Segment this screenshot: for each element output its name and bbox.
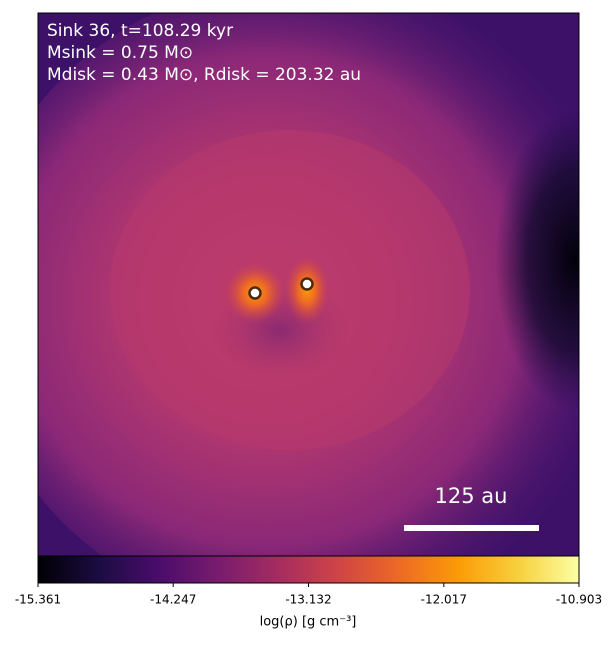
colorbar	[37, 555, 580, 584]
x-tick-label: -13.132	[285, 593, 331, 607]
scale-bar-label: 125 au	[435, 484, 508, 508]
x-tick-label: -12.017	[421, 593, 467, 607]
colorbar-label: log(ρ) [g cm⁻³]	[260, 615, 357, 630]
density-map	[38, 13, 579, 556]
annotation: Mdisk = 0.43 M⊙, Rdisk = 203.32 au	[47, 65, 361, 85]
x-tick-label: -10.903	[556, 593, 602, 607]
x-tick-label: -14.247	[150, 593, 196, 607]
annotation: Sink 36, t=108.29 kyr	[47, 21, 233, 41]
annotation: Msink = 0.75 M⊙	[47, 43, 193, 63]
x-tick-label: -15.361	[15, 593, 61, 607]
